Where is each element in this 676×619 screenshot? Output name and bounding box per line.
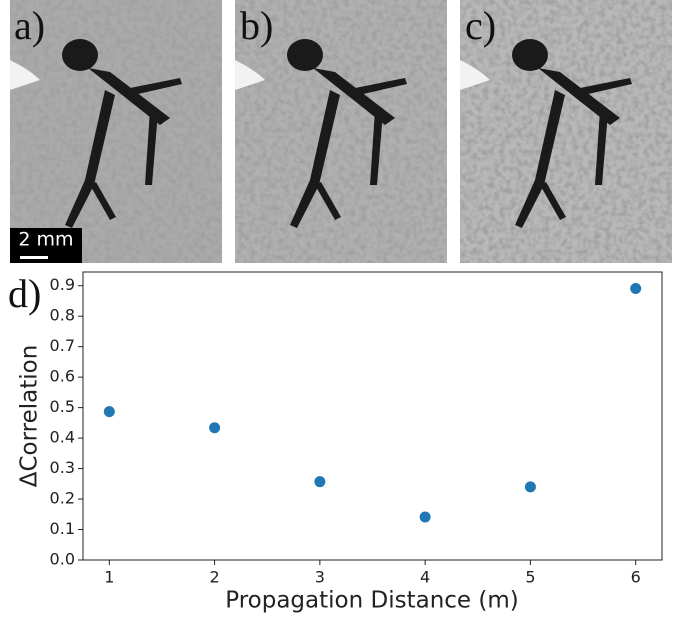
x-axis-label: Propagation Distance (m) <box>225 588 518 614</box>
data-point <box>524 481 536 493</box>
x-tick-label: 6 <box>631 568 641 587</box>
x-tick-label: 3 <box>315 568 325 587</box>
y-tick-label: 0.3 <box>50 458 75 477</box>
panel-c <box>460 0 672 263</box>
x-tick-label: 4 <box>420 568 430 587</box>
x-tick-label: 5 <box>525 568 535 587</box>
panel-b <box>235 0 447 263</box>
y-tick-label: 0.6 <box>50 367 75 386</box>
plot-frame <box>82 271 663 561</box>
y-tick-label: 0.9 <box>50 275 75 294</box>
scale-bar-label: 2 mm <box>18 229 73 251</box>
data-point <box>630 282 642 294</box>
panel-label: c) <box>465 3 496 48</box>
y-tick-label: 0.0 <box>50 550 75 569</box>
y-tick-label: 0.8 <box>50 306 75 325</box>
y-axis-label: ΔCorrelation <box>17 345 43 488</box>
y-tick-label: 0.2 <box>50 489 75 508</box>
y-tick-label: 0.4 <box>50 428 75 447</box>
data-point <box>209 422 221 434</box>
data-point <box>103 406 115 418</box>
panel-label: a) <box>14 3 45 48</box>
panel-label: d) <box>8 271 41 316</box>
y-tick-label: 0.7 <box>50 336 75 355</box>
data-point <box>419 511 431 523</box>
y-tick-label: 0.1 <box>50 519 75 538</box>
x-tick-label: 1 <box>104 568 114 587</box>
x-tick-label: 2 <box>209 568 219 587</box>
panel-a: 2 mm <box>10 0 222 263</box>
data-point <box>314 476 326 488</box>
panel-label: b) <box>240 3 273 48</box>
y-tick-label: 0.5 <box>50 397 75 416</box>
